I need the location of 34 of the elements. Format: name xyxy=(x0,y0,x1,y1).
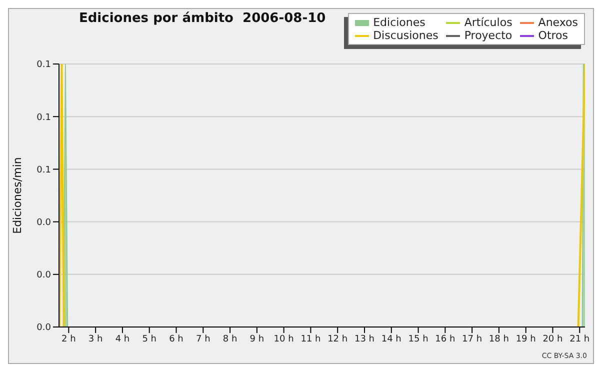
x-tick-label: 3 h xyxy=(88,334,103,344)
x-tick-label: 9 h xyxy=(250,334,264,344)
y-tick-label: 0.0 xyxy=(36,218,52,228)
chart-title: Ediciones por ámbito 2006-08-10 xyxy=(79,11,326,26)
x-tick-label: 18 h xyxy=(488,334,509,344)
legend-label: Ediciones xyxy=(372,16,426,29)
x-tick-label: 19 h xyxy=(516,334,536,344)
legend-label: Otros xyxy=(537,29,570,42)
y-tick-label: 0.1 xyxy=(36,165,51,176)
legend-label: Anexos xyxy=(537,16,578,29)
y-axis-title: Ediciones/min xyxy=(10,157,24,234)
x-tick-label: 17 h xyxy=(462,334,482,344)
x-tick-label: 2 h xyxy=(62,334,76,344)
x-tick-label: 15 h xyxy=(408,334,428,344)
x-tick-label: 4 h xyxy=(115,334,130,344)
x-tick-label: 21 h xyxy=(570,334,590,344)
x-tick-label: 20 h xyxy=(542,334,563,344)
legend-label: Discusiones xyxy=(372,29,438,42)
x-tick-label: 12 h xyxy=(328,334,348,344)
legend-label: Artículos xyxy=(463,16,512,29)
x-tick-label: 13 h xyxy=(354,334,375,344)
y-tick-label: 0.1 xyxy=(36,60,51,70)
x-tick-label: 16 h xyxy=(435,334,456,344)
x-tick-label: 5 h xyxy=(142,334,157,344)
x-tick-label: 7 h xyxy=(196,334,210,344)
x-tick-label: 8 h xyxy=(222,334,238,344)
y-tick-label: 0.0 xyxy=(36,323,52,334)
y-tick-label: 0.1 xyxy=(36,112,51,123)
x-tick-label: 14 h xyxy=(381,334,402,344)
y-tick-label: 0.0 xyxy=(36,270,52,281)
x-tick-label: 6 h xyxy=(169,334,184,344)
x-tick-label: 11 h xyxy=(300,334,321,344)
x-tick-label: 10 h xyxy=(274,334,294,344)
legend-label: Proyecto xyxy=(463,29,512,42)
